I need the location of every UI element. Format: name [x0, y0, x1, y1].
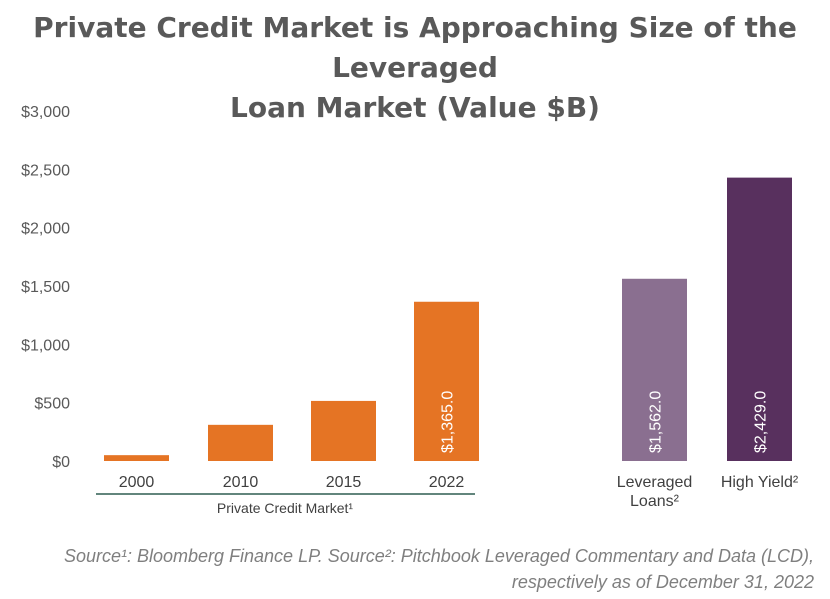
- y-tick-label: $1,000: [21, 337, 70, 354]
- bar: [104, 455, 169, 461]
- chart-title: Private Credit Market is Approaching Siz…: [0, 8, 830, 128]
- y-tick-label: $2,000: [21, 221, 70, 238]
- bar: [414, 301, 479, 461]
- source-note: Source¹: Bloomberg Finance LP. Source²: …: [14, 543, 814, 595]
- y-tick-label: $0: [52, 454, 70, 471]
- bar: [727, 177, 792, 461]
- x-tick-label: Loans²: [630, 493, 680, 510]
- x-tick-label: 2022: [429, 474, 465, 491]
- data-label: $2,429.0: [753, 391, 770, 453]
- source-note-line-2: respectively as of December 31, 2022: [511, 572, 814, 592]
- bar: [208, 424, 273, 461]
- bar: [622, 278, 687, 461]
- y-tick-label: $1,500: [21, 279, 70, 296]
- source-note-line-1: Source¹: Bloomberg Finance LP. Source²: …: [63, 546, 814, 566]
- x-tick-label: 2015: [326, 474, 362, 491]
- bar: [311, 400, 376, 461]
- y-tick-label: $3,000: [21, 104, 70, 121]
- x-tick-label: 2010: [223, 474, 259, 491]
- data-label: $1,562.0: [648, 391, 665, 453]
- x-tick-label: 2000: [119, 474, 155, 491]
- chart-title-line-2: Loan Market (Value $B): [230, 91, 600, 124]
- y-tick-label: $500: [34, 396, 70, 413]
- chart-title-line-1: Private Credit Market is Approaching Siz…: [33, 11, 797, 84]
- x-tick-label: High Yield²: [721, 474, 799, 491]
- group-label: Private Credit Market¹: [217, 500, 353, 516]
- x-tick-label: Leveraged: [617, 474, 693, 491]
- y-tick-label: $2,500: [21, 162, 70, 179]
- data-label: $1,365.0: [440, 391, 457, 453]
